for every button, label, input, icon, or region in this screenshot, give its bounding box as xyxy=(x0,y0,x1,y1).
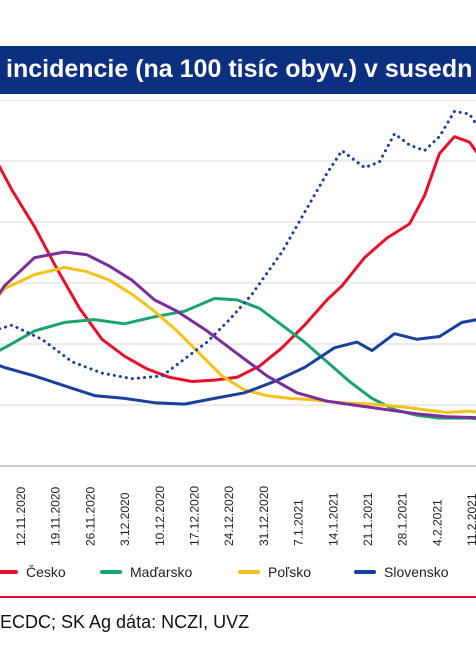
legend-item-slovensko: Slovensko xyxy=(354,560,449,584)
legend-swatch xyxy=(354,570,376,574)
x-tick-label: 14.1.2021 xyxy=(326,492,340,546)
legend: Česko Maďarsko Poľsko Slovensko xyxy=(0,560,476,584)
legend-label: Slovensko xyxy=(384,564,449,580)
source-note: ECDC; SK Ag dáta: NCZI, UVZ xyxy=(0,612,250,632)
series-lines xyxy=(0,109,476,421)
x-tick-label: 24.12.2020 xyxy=(222,486,236,546)
x-tick-label: 7.1.2021 xyxy=(292,499,306,546)
legend-swatch xyxy=(238,570,260,574)
legend-swatch xyxy=(0,570,18,574)
x-axis-ticks: 12.11.2020 19.11.2020 26.11.2020 3.12.2020 1… xyxy=(14,486,476,546)
line-chart: 12.11.2020 19.11.2020 26.11.2020 3.12.2020 1… xyxy=(0,100,476,546)
legend-label: Poľsko xyxy=(268,564,311,580)
legend-item-maďarsko: Maďarsko xyxy=(100,560,192,584)
series-line-unnamed-4 xyxy=(0,250,476,420)
x-tick-label: 10.12.2020 xyxy=(153,486,167,546)
legend-swatch xyxy=(100,570,122,574)
legend-item-česko: Česko xyxy=(0,560,66,584)
legend-label: Česko xyxy=(26,564,66,580)
series-line-maďarsko xyxy=(0,297,476,421)
x-tick-label: 11.2.2021 xyxy=(465,493,476,546)
legend-item-poľsko: Poľsko xyxy=(238,560,311,584)
chart-title: incidencie (na 100 tisíc obyv.) v susedn xyxy=(6,55,473,83)
x-tick-label: 17.12.2020 xyxy=(188,486,202,546)
chart-title-bar: incidencie (na 100 tisíc obyv.) v susedn xyxy=(0,46,476,94)
x-tick-label: 26.11.2020 xyxy=(83,487,97,546)
x-tick-label: 3.12.2020 xyxy=(118,492,132,546)
legend-label: Maďarsko xyxy=(130,564,193,580)
series-line-slovensko xyxy=(0,318,476,406)
series-line-česko xyxy=(0,135,476,383)
footer-divider xyxy=(0,596,476,598)
x-tick-label: 21.1.2021 xyxy=(361,492,375,546)
x-tick-label: 12.11.2020 xyxy=(14,487,28,546)
x-tick-label: 28.1.2021 xyxy=(396,492,410,546)
x-tick-label: 19.11.2020 xyxy=(49,487,63,546)
series-line-unnamed-5 xyxy=(0,109,476,381)
x-tick-label: 4.2.2021 xyxy=(430,499,444,546)
x-tick-label: 31.12.2020 xyxy=(257,486,271,546)
grid xyxy=(0,100,476,467)
